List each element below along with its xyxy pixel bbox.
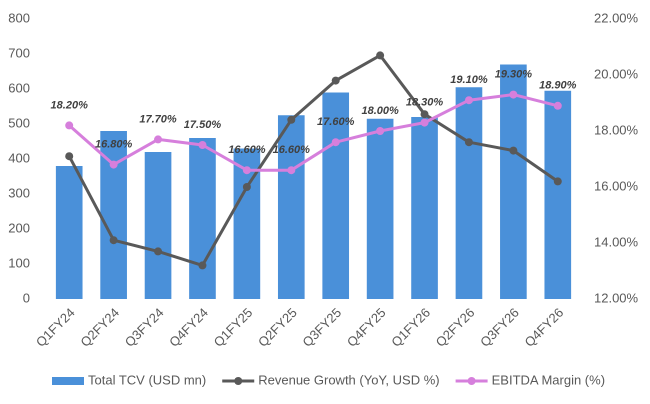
x-tick-label: Q4FY25 bbox=[344, 305, 389, 350]
y2-tick-label: 20.00% bbox=[594, 66, 639, 81]
legend-swatch bbox=[467, 377, 476, 385]
x-tick-label: Q3FY24 bbox=[122, 305, 167, 350]
marker bbox=[242, 183, 251, 191]
line bbox=[68, 93, 559, 172]
bar bbox=[189, 138, 216, 299]
marker bbox=[65, 152, 74, 161]
x-tick-label: Q3FY25 bbox=[299, 305, 344, 350]
x-tick-label: Q2FY25 bbox=[255, 305, 300, 350]
legend-label: Total TCV (USD mn) bbox=[88, 372, 206, 387]
data-label: 18.20% bbox=[51, 99, 89, 111]
bar bbox=[544, 90, 572, 299]
data-label: 18.90% bbox=[539, 80, 577, 92]
legend-label: Revenue Growth (YoY, USD %) bbox=[258, 372, 439, 387]
marker bbox=[109, 236, 118, 245]
y-tick-label: 300 bbox=[8, 185, 30, 200]
legend-label: EBITDA Margin (%) bbox=[492, 372, 605, 387]
x-tick-label: Q1FY24 bbox=[33, 305, 78, 350]
bar bbox=[366, 118, 394, 299]
data-label: 17.70% bbox=[139, 113, 177, 125]
marker bbox=[464, 138, 473, 147]
y-tick-label: 700 bbox=[8, 45, 30, 60]
legend-swatch bbox=[52, 377, 84, 385]
bar bbox=[500, 64, 527, 299]
marker bbox=[287, 115, 296, 124]
marker bbox=[420, 110, 429, 119]
data-label: 17.60% bbox=[317, 116, 355, 128]
marker bbox=[553, 101, 562, 110]
marker bbox=[198, 141, 207, 149]
x-tick-label: Q2FY24 bbox=[77, 305, 122, 350]
bar bbox=[277, 115, 305, 299]
marker bbox=[198, 261, 207, 270]
y2-tick-label: 22.00% bbox=[594, 10, 639, 25]
marker bbox=[331, 138, 340, 147]
marker bbox=[376, 127, 385, 135]
y-tick-label: 500 bbox=[8, 115, 30, 130]
x-tick-label: Q2FY26 bbox=[433, 305, 478, 350]
line bbox=[67, 53, 559, 267]
y2-tick-label: 14.00% bbox=[594, 234, 639, 249]
x-tick-label: Q3FY26 bbox=[477, 305, 522, 350]
marker bbox=[331, 76, 340, 85]
data-label: 16.60% bbox=[228, 144, 266, 156]
marker bbox=[553, 177, 562, 186]
y-tick-label: 0 bbox=[23, 290, 30, 305]
y-tick-label: 400 bbox=[8, 150, 30, 165]
marker bbox=[154, 135, 163, 144]
bar bbox=[322, 92, 350, 299]
y-tick-label: 200 bbox=[8, 220, 30, 235]
legend-swatch bbox=[234, 377, 243, 385]
data-label: 18.30% bbox=[406, 97, 444, 109]
marker bbox=[509, 90, 518, 99]
y-tick-label: 800 bbox=[8, 10, 30, 25]
bar bbox=[455, 87, 483, 299]
data-label: 16.60% bbox=[273, 144, 311, 156]
x-tick-label: Q4FY24 bbox=[166, 305, 211, 350]
data-label: 17.50% bbox=[184, 119, 222, 131]
marker bbox=[109, 160, 118, 169]
data-label: 19.10% bbox=[450, 74, 488, 86]
y2-tick-label: 16.00% bbox=[594, 178, 639, 193]
data-label: 16.80% bbox=[95, 139, 133, 151]
bar bbox=[55, 166, 83, 299]
bar bbox=[411, 117, 438, 299]
data-label: 18.00% bbox=[361, 105, 399, 117]
marker bbox=[464, 96, 473, 105]
y2-tick-label: 18.00% bbox=[594, 122, 639, 137]
x-tick-label: Q1FY26 bbox=[388, 305, 433, 350]
marker bbox=[287, 166, 296, 175]
x-tick-label: Q1FY25 bbox=[211, 305, 256, 350]
y2-tick-label: 12.00% bbox=[594, 290, 639, 305]
marker bbox=[65, 121, 74, 130]
bar bbox=[144, 152, 172, 299]
marker bbox=[154, 247, 163, 256]
marker bbox=[420, 118, 429, 127]
y-tick-label: 100 bbox=[8, 255, 30, 270]
marker bbox=[376, 51, 385, 60]
y-tick-label: 600 bbox=[8, 80, 30, 95]
data-label: 19.30% bbox=[495, 69, 533, 81]
marker bbox=[509, 146, 518, 155]
marker bbox=[242, 166, 251, 175]
x-tick-label: Q4FY26 bbox=[521, 305, 566, 350]
